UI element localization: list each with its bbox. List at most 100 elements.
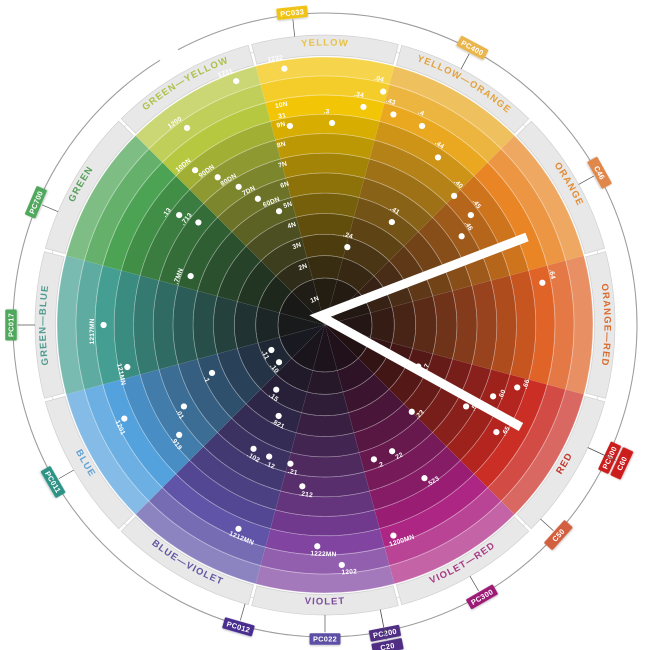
product-tag[interactable]: PC012: [222, 599, 260, 637]
tag-chip[interactable]: [456, 35, 489, 60]
ring-cell: [237, 260, 276, 308]
ring-cell: [159, 364, 218, 447]
ring-cell: [203, 432, 286, 491]
sector-divider: [331, 135, 515, 319]
ring-gridline: [255, 255, 395, 395]
ring-cell: [370, 307, 395, 343]
sector-divider: [327, 66, 395, 316]
ring-cell: [255, 565, 395, 593]
selection-wedge[interactable]: [309, 232, 529, 431]
ring-cell: [474, 379, 548, 488]
tag-chip[interactable]: [544, 520, 573, 551]
shade-marker-dot: [390, 111, 397, 118]
tag-leader-line: [587, 447, 616, 461]
shade-marker-label: .45: [471, 198, 483, 210]
hue-band-segment: [395, 516, 530, 606]
ring-cell: [135, 66, 261, 149]
ring-cell: [140, 189, 204, 281]
shade-marker-dot: [390, 532, 397, 539]
shade-marker-label: .65: [501, 425, 512, 437]
tag-chip[interactable]: [587, 156, 612, 189]
shade-marker-dot: [275, 412, 282, 420]
ring-cell: [353, 197, 419, 247]
shade-marker: .10: [268, 359, 283, 375]
ring-cell: [84, 148, 163, 266]
tag-leader-line: [58, 469, 75, 479]
ring-gridlines: [56, 56, 594, 594]
shade-marker: .44: [433, 139, 445, 161]
product-tag[interactable]: PC022: [309, 615, 341, 645]
ring-cell: [193, 290, 218, 360]
ring-cell: [353, 403, 419, 453]
shade-marker-label: .64: [547, 269, 556, 280]
shade-marker: 1222MN: [310, 543, 337, 558]
shade-marker-dot: [388, 218, 395, 226]
hue-band-segment: [34, 251, 65, 399]
shade-marker-dot: [458, 233, 465, 240]
tag-chip[interactable]: [5, 309, 17, 341]
tag-chip[interactable]: [222, 617, 255, 637]
tag-leader-line: [292, 19, 296, 37]
hue-name-label: YELLOW: [301, 37, 349, 49]
ring-cell: [277, 312, 325, 338]
ring-cell: [418, 359, 472, 433]
ring-cell: [213, 296, 238, 354]
ring-cell: [565, 255, 593, 395]
ring-cell: [94, 265, 122, 385]
shade-marker-dot: [338, 561, 345, 569]
ring-cell: [364, 159, 447, 218]
shade-marker-dot: [254, 195, 261, 202]
tag-chip[interactable]: [40, 466, 66, 499]
shade-marker-label: .10: [268, 363, 280, 375]
shade-marker-dot: [467, 211, 474, 219]
ring-cell: [509, 270, 536, 380]
shade-marker-dot: [233, 78, 240, 85]
product-tag[interactable]: C60: [581, 434, 634, 480]
shade-marker-dot: [268, 346, 275, 354]
ring-gridline: [152, 152, 498, 498]
ring-cell: [501, 135, 584, 261]
hue-band-segment: [120, 516, 255, 606]
selection-wedge-path[interactable]: [309, 232, 529, 431]
ring-level-label: 9N: [276, 121, 286, 130]
sector-divider: [135, 135, 319, 319]
ring-cell: [337, 358, 375, 392]
tag-leader-line: [540, 518, 554, 531]
shade-marker: .40: [451, 178, 464, 199]
shade-marker: 1217MN: [89, 318, 107, 345]
product-tag[interactable]: C20: [365, 607, 404, 650]
ring-cell: [446, 369, 510, 461]
shade-marker: .01: [174, 403, 188, 421]
tag-chip[interactable]: [276, 5, 309, 20]
shade-marker: .65: [493, 425, 512, 437]
tag-chip[interactable]: [24, 186, 48, 219]
tag-chip[interactable]: [309, 633, 341, 645]
shade-marker-label: .13: [161, 207, 173, 219]
shade-marker-dot: [100, 321, 107, 329]
shade-marker-dot: [195, 219, 202, 226]
ring-cell: [364, 432, 447, 491]
shade-marker: .12: [264, 453, 276, 471]
product-tag[interactable]: C46: [571, 156, 612, 198]
tag-chip[interactable]: [610, 447, 634, 480]
ring-cell: [197, 353, 247, 419]
hue-band-segment: [44, 120, 134, 255]
shade-marker: 22: [389, 448, 405, 461]
ring-cell: [246, 217, 302, 261]
ring-cell: [474, 162, 548, 271]
product-tag[interactable]: PC033: [276, 5, 310, 38]
ring-cell: [280, 153, 370, 179]
ring-cell: [260, 547, 390, 575]
ring-cell: [246, 389, 302, 433]
product-tag[interactable]: PC017: [5, 309, 35, 341]
shade-marker: .45: [467, 198, 483, 219]
ring-gridline: [133, 133, 517, 517]
hue-band-segment: [585, 251, 616, 399]
shade-marker-dot: [281, 65, 288, 72]
shade-marker: .23: [408, 408, 426, 421]
tag-chip[interactable]: [466, 584, 499, 610]
ring-gridline: [56, 56, 594, 594]
hue-band-segment: [516, 395, 606, 530]
ring-cell: [325, 325, 371, 359]
tag-chip[interactable]: [371, 638, 404, 650]
